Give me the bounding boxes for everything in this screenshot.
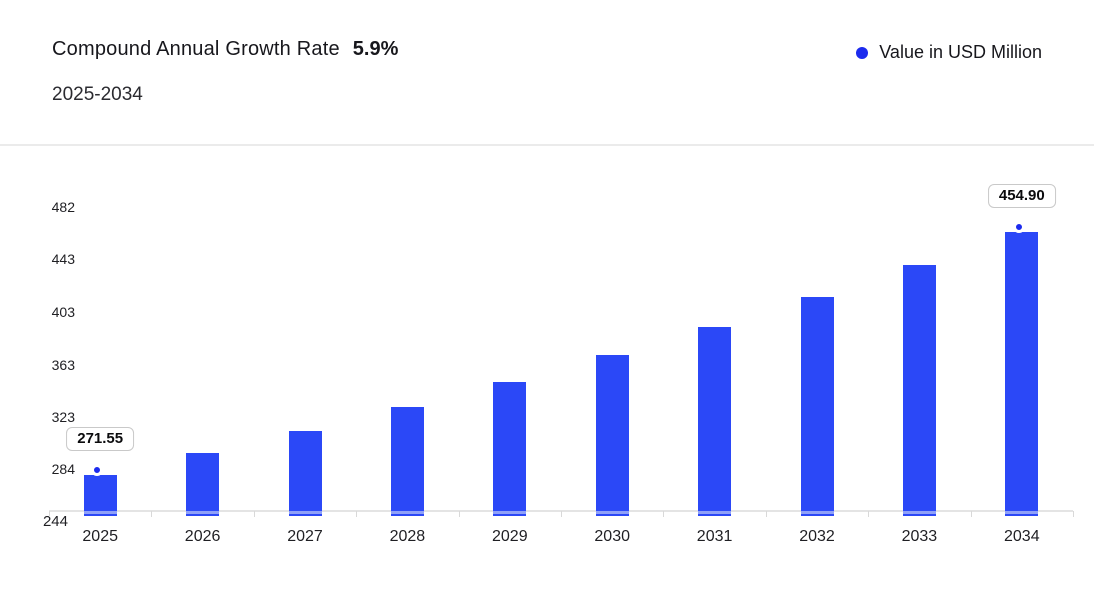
bar-bottom-stripe xyxy=(902,510,936,514)
bar-bottom-stripe xyxy=(390,510,424,514)
y-axis-label: 323 xyxy=(51,409,75,426)
x-axis-tick xyxy=(561,511,562,517)
bar-2026[interactable] xyxy=(186,453,220,516)
title-row: Compound Annual Growth Rate 5.9% xyxy=(52,38,398,61)
bar-2034[interactable] xyxy=(1005,231,1039,516)
legend-label: Value in USD Million xyxy=(879,42,1042,62)
header-divider xyxy=(0,144,1094,146)
bar-2030[interactable] xyxy=(595,355,629,516)
bar-bottom-stripe xyxy=(493,510,527,514)
bar-bottom-stripe xyxy=(595,510,629,514)
chart-subtitle: 2025-2034 xyxy=(52,84,143,105)
bar-bottom-stripe xyxy=(800,510,834,514)
x-axis-tick xyxy=(356,511,358,517)
bar-2032[interactable] xyxy=(800,297,834,516)
legend-item[interactable]: Value in USD Million xyxy=(856,42,1042,63)
x-axis-tick xyxy=(868,511,870,517)
bar-bottom-stripe xyxy=(698,510,732,514)
x-axis-label: 2033 xyxy=(901,528,938,545)
data-label: 454.90 xyxy=(987,183,1056,208)
x-axis-label: 2026 xyxy=(184,528,221,545)
x-axis-tick xyxy=(1073,511,1074,517)
chart-header: Compound Annual Growth Rate 5.9% 2025-20… xyxy=(0,0,1094,144)
series-marker-icon xyxy=(1012,220,1025,233)
bar-bottom-stripe xyxy=(288,510,322,514)
bar-bottom-stripe xyxy=(83,510,117,514)
y-axis-label: 482 xyxy=(51,199,75,215)
x-axis-label: 2027 xyxy=(287,528,323,545)
data-label: 271.55 xyxy=(66,426,135,451)
legend-marker-icon xyxy=(856,46,869,59)
x-axis-label: 2028 xyxy=(389,528,426,545)
y-axis-label: 363 xyxy=(51,356,75,373)
x-axis-tick xyxy=(970,511,972,517)
x-axis-tick xyxy=(49,511,50,517)
x-axis-label: 2031 xyxy=(696,528,733,545)
x-axis-tick xyxy=(253,511,255,517)
bar-2028[interactable] xyxy=(390,407,424,516)
y-axis-label: 403 xyxy=(51,303,75,320)
bar-bottom-stripe xyxy=(186,510,220,514)
bar-2029[interactable] xyxy=(493,381,527,516)
x-axis-label: 2029 xyxy=(492,528,528,545)
x-axis-tick xyxy=(151,511,153,517)
x-axis-label: 2034 xyxy=(1004,528,1040,545)
bar-bottom-stripe xyxy=(1005,510,1039,514)
x-axis-label: 2030 xyxy=(594,528,630,545)
x-axis-tick xyxy=(458,511,460,517)
bar-2033[interactable] xyxy=(902,265,936,516)
cagr-value: 5.9% xyxy=(352,38,399,60)
y-axis-label: 443 xyxy=(51,250,75,267)
bar-chart: 482 443 403 363 323 284 244 2025 2026 2027 2028 202… xyxy=(0,146,1094,594)
chart-title: Compound Annual Growth Rate xyxy=(52,38,340,60)
bar-2025[interactable] xyxy=(83,474,117,516)
x-axis-tick xyxy=(663,511,665,517)
y-axis-label: 244 xyxy=(42,513,68,530)
bar-2027[interactable] xyxy=(288,430,322,516)
series-marker-icon xyxy=(91,463,104,476)
y-axis-label: 284 xyxy=(51,461,75,478)
x-axis-label: 2025 xyxy=(82,528,118,545)
bar-2031[interactable] xyxy=(698,327,732,516)
x-axis-tick xyxy=(765,511,767,517)
x-axis-label: 2032 xyxy=(799,528,835,545)
